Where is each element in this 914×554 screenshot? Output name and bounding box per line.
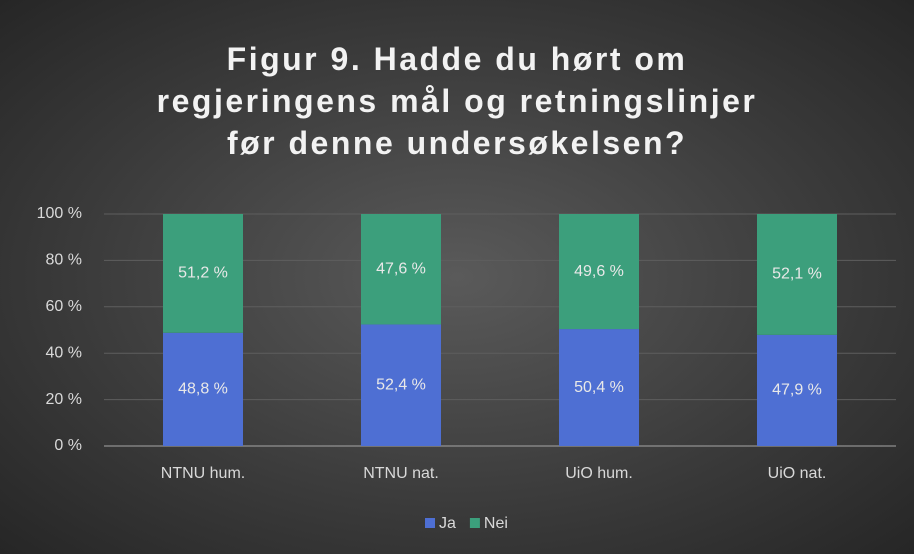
x-tick-label: NTNU nat. (363, 465, 439, 482)
legend-swatch (425, 518, 435, 528)
legend-swatch (469, 518, 480, 528)
x-tick-label: NTNU hum. (161, 465, 245, 482)
data-label: 52,4 % (376, 376, 426, 393)
bar-segment (361, 324, 441, 446)
y-tick-label: 20 % (46, 391, 82, 408)
data-label: 48,8 % (178, 381, 228, 398)
x-tick-label: UiO hum. (565, 465, 633, 482)
chart-title: Figur 9. Hadde du hørt om regjeringens m… (156, 41, 758, 161)
y-tick-label: 60 % (46, 298, 82, 315)
data-label: 47,9 % (772, 382, 822, 399)
legend-label: Ja (439, 515, 456, 532)
x-tick-label: UiO nat. (768, 465, 827, 482)
y-tick-label: 40 % (46, 344, 82, 361)
data-label: 51,2 % (178, 265, 228, 282)
bar-segment (559, 329, 639, 446)
bar-segment (163, 214, 243, 333)
data-label: 52,1 % (772, 266, 822, 283)
bar-segment (361, 214, 441, 325)
data-label: 49,6 % (574, 263, 624, 280)
data-label: 50,4 % (574, 379, 624, 396)
y-tick-label: 100 % (37, 205, 82, 222)
data-label: 47,6 % (376, 260, 426, 277)
legend-label: Nei (484, 515, 508, 532)
bar-segment (757, 334, 837, 446)
y-tick-label: 80 % (46, 252, 82, 269)
bar-segment (757, 214, 837, 335)
bar-segment (163, 332, 243, 446)
y-tick-label: 0 % (54, 437, 82, 454)
bar-segment (559, 214, 639, 330)
